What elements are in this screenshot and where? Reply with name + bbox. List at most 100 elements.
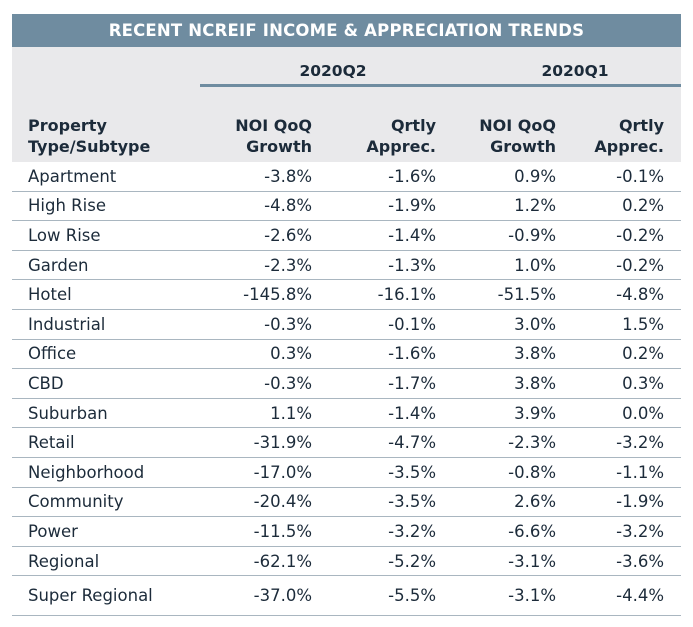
q1-apprec-value: 0.2% [622, 344, 664, 364]
q1-apprec-value: -1.1% [616, 462, 664, 482]
q1-noi-value: 3.9% [514, 403, 556, 423]
q2-noi-value: -17.0% [253, 462, 312, 482]
property-name: Low Rise [28, 225, 101, 245]
q2-apprec-value: -5.2% [388, 551, 436, 571]
q2-apprec-value: -1.6% [388, 166, 436, 186]
property-name: Suburban [28, 403, 108, 423]
q2-apprec-value: -1.4% [388, 225, 436, 245]
table-row: Office 0.3% -1.6% 3.8% 0.2% [12, 340, 681, 370]
property-name: Industrial [28, 314, 106, 334]
table-row: Garden -2.3% -1.3% 1.0% -0.2% [12, 251, 681, 281]
q1-apprec-value: 0.0% [622, 403, 664, 423]
q2-apprec-value: -16.1% [377, 285, 436, 305]
q2-apprec-value: -3.2% [388, 521, 436, 541]
q2-apprec-value: -1.4% [388, 403, 436, 423]
q2-noi-value: -145.8% [243, 285, 312, 305]
q2-noi-value: -0.3% [264, 373, 312, 393]
col-header-q2-noi-line2: Growth [246, 137, 312, 156]
q1-noi-value: -51.5% [497, 285, 556, 305]
q2-apprec-value: -1.6% [388, 344, 436, 364]
q1-apprec-value: -0.2% [616, 225, 664, 245]
table-row: Low Rise -2.6% -1.4% -0.9% -0.2% [12, 221, 681, 251]
q1-apprec-value: -0.1% [616, 166, 664, 186]
q2-noi-value: -4.8% [264, 196, 312, 216]
col-header-q1-noi: NOI QoQ Growth [456, 115, 556, 157]
q2-noi-value: -2.3% [264, 255, 312, 275]
table-row: Power -11.5% -3.2% -6.6% -3.2% [12, 517, 681, 547]
q1-apprec-value: -3.6% [616, 551, 664, 571]
q1-noi-value: -0.9% [508, 225, 556, 245]
property-name: Garden [28, 255, 89, 275]
table-row: Neighborhood -17.0% -3.5% -0.8% -1.1% [12, 458, 681, 488]
q1-noi-value: -3.1% [508, 586, 556, 606]
col-header-q2-apprec-line1: Qrtly [390, 116, 436, 135]
property-name: Super Regional [28, 586, 153, 606]
q2-noi-value: -3.8% [264, 166, 312, 186]
q1-noi-value: -0.8% [508, 462, 556, 482]
col-header-q1-apprec: Qrtly Apprec. [580, 115, 664, 157]
q1-apprec-value: -4.4% [616, 586, 664, 606]
q2-noi-value: -0.3% [264, 314, 312, 334]
q1-noi-value: 0.9% [514, 166, 556, 186]
property-name: Regional [28, 551, 100, 571]
q1-noi-value: -6.6% [508, 521, 556, 541]
table-body: Apartment -3.8% -1.6% 0.9% -0.1% High Ri… [12, 162, 681, 617]
period-2020q1: 2020Q1 [541, 62, 609, 80]
table-row: Industrial -0.3% -0.1% 3.0% 1.5% [12, 310, 681, 340]
property-name: Office [28, 344, 77, 364]
table-row: Regional -62.1% -5.2% -3.1% -3.6% [12, 547, 681, 577]
q1-apprec-value: -0.2% [616, 255, 664, 275]
table-row: Super Regional -37.0% -5.5% -3.1% -4.4% [12, 576, 681, 617]
table-header-band [12, 47, 681, 162]
table-row: High Rise -4.8% -1.9% 1.2% 0.2% [12, 192, 681, 222]
table-row: CBD -0.3% -1.7% 3.8% 0.3% [12, 369, 681, 399]
col-header-q1-noi-line2: Growth [490, 137, 556, 156]
q2-apprec-value: -1.9% [388, 196, 436, 216]
q2-apprec-value: -0.1% [388, 314, 436, 334]
q1-noi-value: 2.6% [514, 492, 556, 512]
property-name: CBD [28, 373, 64, 393]
q1-apprec-value: -4.8% [616, 285, 664, 305]
q2-noi-value: -31.9% [253, 433, 312, 453]
table-row: Suburban 1.1% -1.4% 3.9% 0.0% [12, 399, 681, 429]
period-divider [200, 84, 681, 87]
q1-noi-value: 1.0% [514, 255, 556, 275]
q2-noi-value: 0.3% [270, 344, 312, 364]
q1-noi-value: -3.1% [508, 551, 556, 571]
col-header-q1-noi-line1: NOI QoQ [479, 116, 556, 135]
col-header-q1-apprec-line1: Qrtly [618, 116, 664, 135]
property-name: High Rise [28, 196, 106, 216]
col-header-q2-noi: NOI QoQ Growth [212, 115, 312, 157]
q2-apprec-value: -1.3% [388, 255, 436, 275]
property-name: Hotel [28, 285, 72, 305]
q2-noi-value: -2.6% [264, 225, 312, 245]
q2-apprec-value: -3.5% [388, 492, 436, 512]
table-row: Apartment -3.8% -1.6% 0.9% -0.1% [12, 162, 681, 192]
q1-noi-value: 3.8% [514, 344, 556, 364]
q2-apprec-value: -1.7% [388, 373, 436, 393]
q1-apprec-value: 1.5% [622, 314, 664, 334]
q2-noi-value: -20.4% [253, 492, 312, 512]
col-header-property-line2: Type/Subtype [28, 137, 151, 156]
col-header-q2-apprec-line2: Apprec. [366, 137, 436, 156]
table-title: RECENT NCREIF INCOME & APPRECIATION TREN… [12, 14, 681, 47]
property-name: Power [28, 521, 78, 541]
q1-apprec-value: -3.2% [616, 433, 664, 453]
q2-noi-value: 1.1% [270, 403, 312, 423]
q1-noi-value: 3.8% [514, 373, 556, 393]
q1-noi-value: -2.3% [508, 433, 556, 453]
col-header-property: Property Type/Subtype [28, 115, 150, 157]
q2-apprec-value: -3.5% [388, 462, 436, 482]
property-name: Neighborhood [28, 462, 145, 482]
period-2020q2: 2020Q2 [299, 62, 367, 80]
table-row: Community -20.4% -3.5% 2.6% -1.9% [12, 488, 681, 518]
property-name: Community [28, 492, 124, 512]
col-header-q2-noi-line1: NOI QoQ [235, 116, 312, 135]
q2-apprec-value: -5.5% [388, 586, 436, 606]
q1-apprec-value: -1.9% [616, 492, 664, 512]
q1-apprec-value: 0.2% [622, 196, 664, 216]
q1-noi-value: 1.2% [514, 196, 556, 216]
property-name: Apartment [28, 166, 117, 186]
col-header-property-line1: Property [28, 116, 107, 135]
table-row: Hotel -145.8% -16.1% -51.5% -4.8% [12, 280, 681, 310]
